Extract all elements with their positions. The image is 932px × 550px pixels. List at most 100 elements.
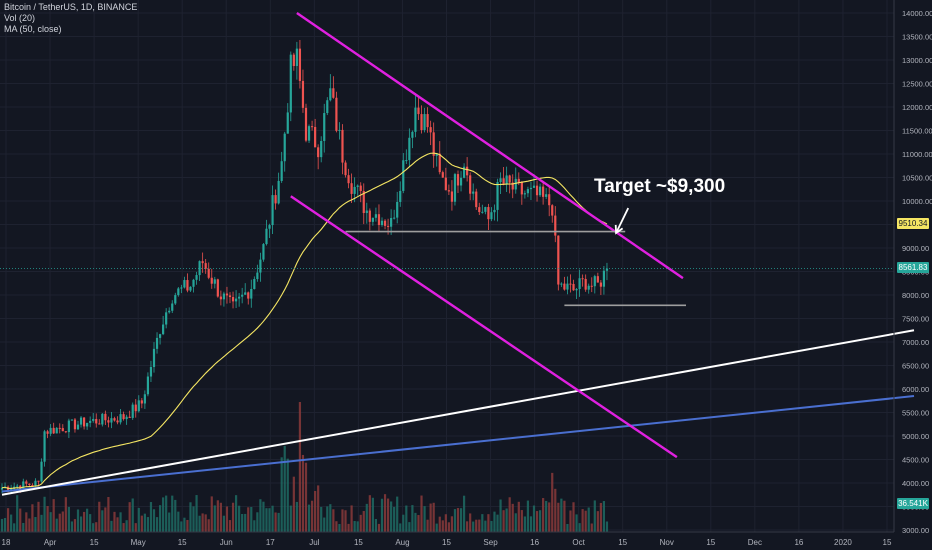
candle-body xyxy=(423,114,426,131)
volume-bar xyxy=(356,521,359,532)
candle-body xyxy=(298,48,302,81)
candle-body xyxy=(532,185,536,188)
volume-bar xyxy=(180,521,183,532)
candle-body xyxy=(210,277,213,284)
volume-bar xyxy=(517,501,520,532)
volume-bar xyxy=(341,509,344,532)
candle-body xyxy=(371,217,374,222)
volume-bar xyxy=(301,454,305,532)
volume-bar xyxy=(298,402,302,532)
candle-body xyxy=(383,220,387,226)
volume-bar xyxy=(201,513,204,532)
candle-body xyxy=(353,186,356,194)
candle-body xyxy=(307,126,311,141)
volume-bar xyxy=(92,523,95,532)
candle-body xyxy=(22,481,25,490)
symbol-title[interactable]: Bitcoin / TetherUS, 1D, BINANCE xyxy=(4,2,138,12)
candle-body xyxy=(244,292,247,295)
volume-bar xyxy=(508,497,511,532)
price-tick-label: 4500.00 xyxy=(902,456,929,465)
volume-bar xyxy=(523,516,526,532)
candle-body xyxy=(256,272,259,280)
volume-bar xyxy=(314,490,317,532)
volume-bar xyxy=(210,496,213,532)
candle-body xyxy=(67,420,70,433)
candle-body xyxy=(335,97,338,131)
volume-bar xyxy=(502,510,505,532)
time-axis[interactable]: 18 Apr 15 May 15 Jun 17 Jul 15 Aug 15 Sep 16 Oct 15 Nov… xyxy=(0,531,894,547)
candle-body xyxy=(165,312,168,325)
time-tick-label: 16 xyxy=(794,538,803,547)
candle-body xyxy=(31,485,34,487)
candle-body xyxy=(338,129,341,131)
volume-bar xyxy=(399,523,402,532)
candle-body xyxy=(52,427,55,434)
candle-body xyxy=(143,394,146,404)
volume-bar xyxy=(487,514,490,532)
volume-bar xyxy=(554,488,557,532)
volume-bar xyxy=(459,508,463,532)
volume-bar xyxy=(79,516,83,532)
time-tick-label: Sep xyxy=(483,538,498,547)
candle-body xyxy=(192,279,195,287)
volume-bar xyxy=(380,498,384,532)
candle-body xyxy=(432,132,435,156)
volume-bar xyxy=(110,520,113,532)
candle-body xyxy=(225,293,229,296)
candle-body xyxy=(110,418,113,423)
candle-body xyxy=(505,175,508,184)
candle-body xyxy=(326,100,329,114)
volume-bar xyxy=(253,520,256,532)
volume-bar xyxy=(538,510,542,532)
candle-body xyxy=(587,285,590,290)
candle-body xyxy=(478,207,481,213)
volume-bar xyxy=(557,502,560,532)
candle-body xyxy=(49,427,52,434)
candle-body xyxy=(323,113,326,141)
volume-bar xyxy=(49,512,52,532)
volume-bar xyxy=(438,516,441,532)
ma-legend[interactable]: MA (50, close) xyxy=(4,24,62,34)
price-tick-label: 5000.00 xyxy=(902,432,929,441)
volume-bar xyxy=(192,506,195,532)
volume-bar xyxy=(529,516,533,532)
volume-bar xyxy=(107,496,110,532)
candle-body xyxy=(158,334,162,338)
time-tick-label: 15 xyxy=(90,538,99,547)
time-tick-label: 15 xyxy=(442,538,451,547)
volume-bar xyxy=(596,511,599,532)
volume-bar xyxy=(86,508,89,532)
candle-body xyxy=(426,114,429,128)
candle-body xyxy=(219,296,222,300)
volume-bar xyxy=(362,511,365,532)
candle-body xyxy=(417,107,420,115)
candle-body xyxy=(472,191,475,194)
candle-body xyxy=(247,292,250,299)
candle-body xyxy=(599,282,602,287)
volume-bar xyxy=(545,500,548,532)
candle-body xyxy=(341,129,344,163)
candle-body xyxy=(408,137,411,161)
volume-bar xyxy=(390,501,393,532)
candle-body xyxy=(37,480,40,482)
volume-bar xyxy=(207,519,210,532)
candle-body xyxy=(545,194,548,197)
candle-body xyxy=(396,201,399,218)
price-tick-label: 5500.00 xyxy=(902,409,929,418)
candle-body xyxy=(453,174,457,202)
volume-bar xyxy=(353,521,356,532)
candle-body xyxy=(393,217,396,219)
volume-bar xyxy=(168,512,171,532)
volume-bar xyxy=(426,519,429,532)
candle-body xyxy=(578,278,581,290)
candle-body xyxy=(101,413,104,425)
volume-bar xyxy=(396,496,399,532)
volume-bar xyxy=(292,476,295,532)
candle-body xyxy=(447,190,450,192)
candle-body xyxy=(231,297,235,302)
volume-legend[interactable]: Vol (20) xyxy=(4,13,36,23)
chart-legend: Bitcoin / TetherUS, 1D, BINANCE Vol (20)… xyxy=(4,2,137,35)
candle-body xyxy=(314,126,317,148)
volume-bar xyxy=(271,505,274,532)
